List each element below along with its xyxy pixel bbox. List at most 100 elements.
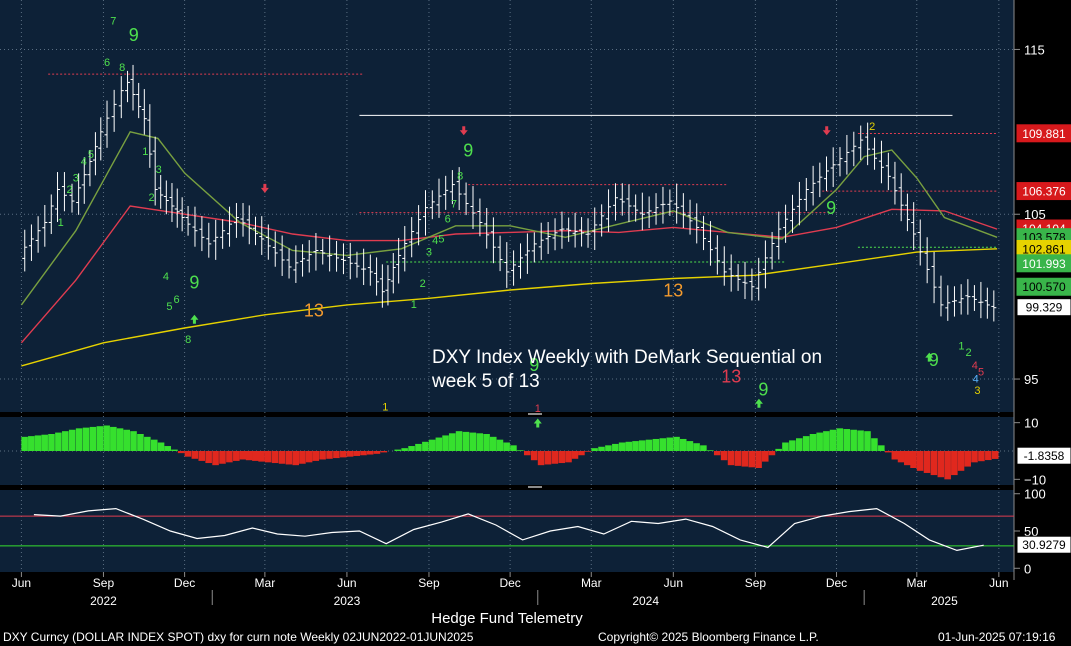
- oscillator-bar: [985, 451, 992, 460]
- oscillator-bar: [864, 431, 871, 451]
- oscillator-bar: [503, 443, 510, 452]
- oscillator-bar: [137, 434, 144, 451]
- oscillator-bar: [313, 451, 320, 461]
- oscillator-bar: [660, 438, 667, 451]
- oscillator-bar: [110, 427, 117, 451]
- oscillator-bar: [55, 433, 62, 451]
- oscillator-bar: [340, 451, 347, 457]
- price-value-tag-text: 101.993: [1022, 257, 1066, 271]
- year-label: 2025: [931, 594, 958, 608]
- oscillator-bar: [130, 431, 137, 451]
- oscillator-bar: [483, 434, 490, 451]
- oscillator-bar: [422, 442, 429, 451]
- demark-count-label: 7: [451, 199, 457, 211]
- oscillator-bar: [497, 440, 504, 451]
- oscillator-bar: [892, 451, 899, 460]
- demark-count-label: 4: [163, 271, 169, 283]
- oscillator-bar: [205, 451, 212, 463]
- oscillator-bar: [144, 437, 151, 451]
- demark-count-label: 2: [869, 121, 875, 133]
- oscillator-bar: [931, 451, 938, 475]
- oscillator-bar: [415, 444, 422, 451]
- oscillator-bar: [408, 446, 415, 451]
- oscillator-bar: [28, 436, 35, 451]
- price-tick-label: 115: [1024, 42, 1045, 57]
- oscillator-bar: [158, 443, 165, 452]
- oscillator-bar: [850, 430, 857, 451]
- oscillator-bar: [436, 438, 443, 451]
- demark-count-label: 2: [965, 347, 971, 359]
- oscillator-bar: [374, 451, 381, 454]
- oscillator-bar: [789, 440, 796, 451]
- demark-count-label: 4: [432, 235, 438, 247]
- oscillator-bar: [531, 451, 538, 460]
- chart-annotation-line1: DXY Index Weekly with DeMark Sequential …: [432, 347, 822, 368]
- oscillator-bar: [762, 451, 769, 462]
- oscillator-bar: [219, 451, 226, 464]
- oscillator-bar: [910, 451, 917, 468]
- oscillator-bar: [117, 428, 124, 451]
- demark-count-label: 5: [88, 149, 94, 161]
- oscillator-bar: [401, 448, 408, 451]
- oscillator-bar: [470, 433, 477, 451]
- time-tick-label: Sep: [745, 576, 767, 590]
- demark-count-label: 4: [973, 373, 979, 385]
- oscillator-bar: [333, 451, 340, 458]
- oscillator-bar: [565, 451, 572, 462]
- oscillator-bar: [171, 450, 178, 451]
- oscillator-bar: [735, 451, 742, 466]
- time-tick-label: Dec: [826, 576, 847, 590]
- oscillator-bar: [707, 450, 714, 451]
- rsi-tick-label: 0: [1024, 561, 1031, 576]
- demark-count-label: 9: [758, 380, 768, 400]
- year-label: 2024: [632, 594, 659, 608]
- demark-count-label: 8: [457, 171, 463, 183]
- oscillator-bar: [742, 451, 749, 467]
- oscillator-bar: [666, 438, 673, 451]
- oscillator-tick-label: 10: [1024, 416, 1038, 431]
- demark-count-label: 3: [73, 172, 79, 184]
- oscillator-bar: [286, 451, 293, 464]
- copyright-text: Copyright© 2025 Bloomberg Finance L.P.: [598, 628, 819, 646]
- oscillator-bar: [265, 451, 272, 462]
- oscillator-bar: [97, 426, 104, 451]
- oscillator-bar: [721, 451, 728, 460]
- oscillator-bar: [83, 428, 90, 451]
- year-label: 2022: [90, 594, 117, 608]
- oscillator-bar: [246, 451, 253, 460]
- oscillator-bar: [917, 451, 924, 471]
- oscillator-bar: [885, 451, 892, 452]
- oscillator-bar: [151, 440, 158, 451]
- oscillator-bar: [552, 451, 559, 464]
- demark-count-label: 6: [104, 57, 110, 69]
- demark-count-label: 2: [66, 184, 72, 196]
- oscillator-bar: [898, 451, 905, 462]
- oscillator-bar: [319, 451, 326, 460]
- demark-count-label: 3: [974, 385, 980, 397]
- oscillator-bar: [212, 451, 219, 465]
- oscillator-bar: [605, 445, 612, 451]
- price-tick-label: 95: [1024, 372, 1038, 387]
- demark-count-label: 8: [185, 334, 191, 346]
- oscillator-bar: [924, 451, 931, 473]
- rsi-tick-label: 100: [1024, 487, 1046, 502]
- security-descriptor: DXY Curncy (DOLLAR INDEX SPOT) dxy for c…: [3, 628, 473, 646]
- oscillator-bar: [619, 443, 626, 452]
- oscillator-bar: [198, 451, 205, 461]
- oscillator-bar: [233, 451, 240, 461]
- oscillator-bar: [639, 440, 646, 451]
- demark-count-label: 13: [663, 281, 683, 301]
- time-tick-label: Jun: [664, 576, 683, 590]
- rsi-value-tag-text: 30.9279: [1022, 538, 1066, 552]
- demark-count-label: 7: [110, 16, 116, 28]
- demark-count-label: 3: [426, 246, 432, 258]
- oscillator-bar: [578, 451, 585, 455]
- oscillator-bar: [971, 451, 978, 462]
- oscillator-bar: [755, 451, 762, 468]
- oscillator-bar: [680, 439, 687, 451]
- time-tick-label: Mar: [581, 576, 602, 590]
- oscillator-bar: [381, 451, 388, 452]
- oscillator-tick-label: −10: [1024, 472, 1046, 487]
- chart-source-label: Hedge Fund Telemetry: [431, 610, 583, 627]
